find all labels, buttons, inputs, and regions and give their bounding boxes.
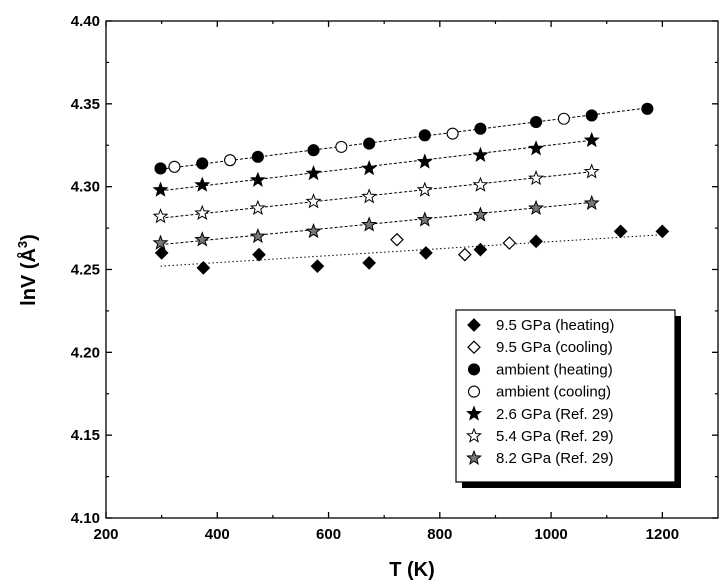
y-axis-title-main: lnV (Å (16, 248, 40, 306)
data-point (528, 140, 545, 156)
y-tick-label: 4.15 (71, 427, 100, 444)
data-point (418, 129, 431, 142)
data-point (641, 102, 654, 115)
y-tick-label: 4.40 (71, 13, 100, 30)
data-point (249, 171, 266, 187)
data-point (361, 160, 378, 176)
data-point (249, 227, 266, 244)
data-point (416, 181, 433, 197)
data-point (152, 208, 169, 224)
data-point (529, 234, 543, 249)
y-tick-label: 4.25 (71, 262, 100, 279)
data-point (419, 246, 433, 260)
data-points (152, 102, 670, 275)
data-point (194, 204, 211, 220)
legend-marker (466, 449, 482, 465)
legend-label: ambient (cooling) (496, 384, 611, 401)
data-point (152, 181, 169, 197)
data-point (583, 194, 600, 211)
data-point (305, 165, 322, 181)
x-tick-label: 600 (316, 526, 341, 543)
data-point (361, 216, 378, 232)
data-point (472, 206, 489, 222)
fit-line (160, 107, 648, 170)
y-tick-label: 4.30 (71, 179, 100, 196)
data-point (474, 122, 487, 135)
legend-label: 8.2 GPa (Ref. 29) (496, 450, 614, 467)
legend-label: 9.5 GPa (cooling) (496, 339, 613, 356)
data-point (390, 232, 404, 247)
data-point (224, 154, 237, 167)
axis-ticks: 200 400 600 800 1000 1200 4.10 4.15 4.20 4.25 4.30… (71, 13, 718, 543)
legend-marker (466, 405, 482, 421)
data-point (252, 247, 266, 262)
y-tick-label: 4.10 (71, 510, 100, 527)
data-point (583, 163, 600, 179)
data-point (154, 162, 167, 175)
legend-marker (467, 385, 481, 398)
x-tick-label: 200 (93, 526, 118, 543)
data-point (557, 112, 570, 125)
fit-lines (160, 107, 663, 267)
data-point (502, 236, 517, 250)
legend-label: 5.4 GPa (Ref. 29) (496, 428, 614, 445)
fit-line (160, 201, 592, 246)
data-point (305, 193, 322, 209)
fit-line (160, 171, 592, 219)
data-point (446, 127, 459, 140)
legend: 9.5 GPa (heating) 9.5 GPa (cooling) ambien… (455, 309, 681, 488)
data-point (249, 199, 266, 215)
data-point (194, 176, 211, 192)
data-point (335, 140, 348, 153)
data-point (530, 116, 543, 129)
data-point (472, 146, 489, 162)
legend-label: 9.5 GPa (heating) (496, 317, 614, 334)
data-point (416, 211, 433, 227)
legend-marker (467, 318, 481, 332)
y-axis-title-sup: 3 (15, 241, 30, 248)
data-point (305, 223, 322, 239)
data-point (472, 176, 489, 192)
data-point (251, 150, 264, 163)
y-tick-label: 4.35 (71, 96, 100, 113)
data-point (310, 259, 325, 274)
data-point (362, 256, 377, 270)
data-point (585, 109, 598, 122)
y-axis-title-close: ) (18, 234, 40, 241)
fit-line (160, 139, 592, 192)
data-point (307, 144, 320, 157)
legend-label: 2.6 GPa (Ref. 29) (496, 406, 614, 423)
y-tick-label: 4.20 (71, 344, 100, 361)
data-point (458, 247, 472, 262)
fit-line (160, 234, 663, 267)
data-point (528, 199, 545, 215)
legend-box (455, 309, 676, 483)
data-point (361, 188, 378, 204)
data-point (528, 169, 545, 186)
data-point (154, 246, 169, 260)
legend-marker (466, 427, 482, 443)
x-axis-title: T (K) (389, 559, 435, 581)
x-tick-label: 1200 (646, 526, 679, 543)
x-tick-label: 400 (205, 526, 230, 543)
legend-marker (467, 340, 481, 355)
legend-label: ambient (heating) (496, 361, 613, 378)
data-point (363, 137, 376, 150)
data-point (196, 260, 211, 275)
x-tick-label: 1000 (534, 526, 567, 543)
data-point (583, 131, 600, 148)
legend-marker (467, 363, 481, 376)
data-point (613, 224, 628, 239)
data-point (168, 160, 181, 173)
data-point (196, 157, 209, 170)
data-point (416, 153, 433, 169)
data-point (152, 234, 169, 250)
y-axis-title: lnV (Å3) (15, 234, 40, 306)
data-point (194, 231, 211, 247)
data-point (473, 242, 488, 257)
data-point (655, 224, 670, 239)
x-tick-label: 800 (427, 526, 452, 543)
